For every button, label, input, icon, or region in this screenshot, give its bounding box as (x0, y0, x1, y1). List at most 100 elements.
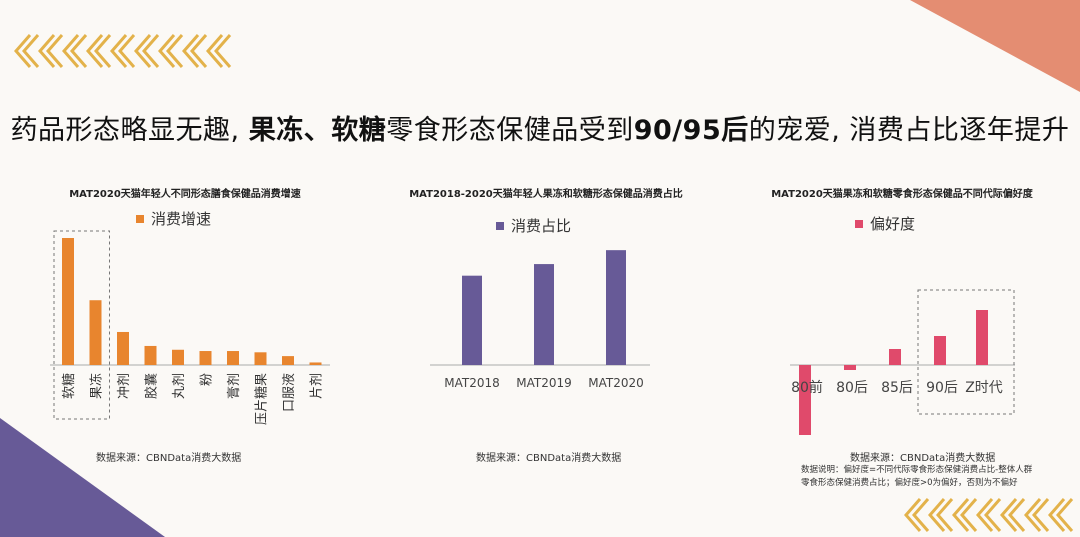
chevron-icon (46, 34, 64, 68)
chart1-bar (282, 356, 294, 365)
chevron-icon (158, 34, 176, 68)
chart3-tick-label: Z时代 (965, 380, 1003, 396)
chart2-tick-label: MAT2020 (588, 376, 644, 390)
chart3-legend: 偏好度 (855, 213, 915, 234)
chart2-bar (606, 250, 626, 365)
chevron-icon (182, 34, 200, 68)
chevron-icon (214, 34, 232, 68)
chevron-pattern-bottom (904, 498, 1074, 532)
chart1-tick-label: 果冻 (89, 373, 105, 399)
chevron-icon (110, 34, 128, 68)
chart3-bar (976, 310, 988, 365)
title-part-1: 药品形态略显无趣, (10, 115, 249, 146)
chevron-icon (166, 34, 184, 68)
chart1-tick-label: 膏剂 (226, 373, 242, 399)
chart2-legend-swatch (496, 221, 504, 230)
chart1-tick-label: 口服液 (282, 373, 297, 412)
chart3-note-line1: 数据说明：偏好度=不同代际零食形态保健消费占比-整体人群 (801, 465, 1033, 475)
chevron-icon (904, 498, 922, 532)
chevron-icon (70, 34, 88, 68)
chart1-bar (172, 349, 184, 365)
chevron-icon (14, 34, 32, 68)
chart3-tick-label: 80前 (791, 379, 823, 396)
chart1-legend: 消费增速 (136, 208, 211, 229)
chart1-tick-label: 片剂 (310, 373, 325, 399)
chart3-bar (799, 365, 811, 435)
chart1-bar (227, 351, 239, 365)
chart1-legend-swatch (136, 214, 144, 223)
chevron-icon (1048, 498, 1066, 532)
chart1-bar (144, 345, 157, 365)
chart1-tick-label: 软糖 (61, 373, 77, 399)
chevron-icon (1056, 498, 1074, 532)
chevron-icon (142, 34, 160, 68)
chart2-title: MAT2018-2020天猫年轻人果冻和软糖形态保健品消费占比 (409, 189, 683, 200)
chart1-plot: 软糖 果冻 冲剂 胶囊 丸剂粉膏剂 压片糖果 口服液 片剂 (50, 230, 330, 425)
title-part-3: 的宠爱, 消费占比逐年提升 (748, 115, 1070, 146)
chart1-highlight-box (53, 230, 110, 420)
chevron-icon (38, 34, 56, 68)
chart1-source: 数据来源：CBNData消费大数据 (96, 453, 242, 464)
chart2-legend: 消费占比 (496, 215, 571, 236)
chart2-source: 数据来源：CBNData消费大数据 (476, 453, 622, 464)
chart3-legend-swatch (855, 219, 863, 228)
title-bold-2: 90/95后 (633, 115, 749, 146)
chevron-pattern-top (14, 34, 232, 68)
chart1-bar (89, 300, 102, 365)
title-part-2: 零食形态保健品受到 (386, 115, 634, 146)
chart1-bar (309, 362, 322, 365)
chart3-tick-label: 80后 (836, 380, 868, 396)
chevron-icon (86, 34, 104, 68)
chart1-legend-label: 消费增速 (151, 210, 212, 228)
chart3-bar (889, 349, 901, 365)
chevron-icon (960, 498, 978, 532)
chart3-tick-label: 90后 (926, 380, 958, 396)
chart1-bar (254, 352, 267, 365)
chart1-bar (117, 331, 129, 365)
chevron-icon (1000, 498, 1018, 532)
chart3-highlight-box (917, 289, 1015, 415)
chevron-icon (976, 498, 994, 532)
chevron-icon (94, 34, 112, 68)
chevron-icon (134, 34, 152, 68)
chart3-tick-label: 85后 (881, 380, 913, 396)
chevron-icon (1032, 498, 1050, 532)
chevron-icon (190, 34, 208, 68)
chart1-tick-label: 粉 (200, 373, 215, 386)
chevron-icon (1024, 498, 1042, 532)
chart1-tick-label: 丸剂 (172, 373, 187, 399)
page-title: 药品形态略显无趣, 果冻、软糖零食形态保健品受到90/95后的宠爱, 消费占比逐… (0, 108, 1080, 147)
chart2-tick-label: MAT2018 (444, 376, 500, 390)
chart1-title: MAT2020天猫年轻人不同形态膳食保健品消费增速 (69, 189, 301, 200)
chevron-icon (928, 498, 946, 532)
chart2-plot: MAT2018 MAT2019 MAT2020 (430, 250, 650, 390)
chart1-tick-label: 胶囊 (144, 373, 160, 399)
chevron-icon (952, 498, 970, 532)
chart1-tick-label: 冲剂 (117, 373, 132, 399)
chevron-icon (1008, 498, 1026, 532)
chart2-tick-label: MAT2019 (516, 376, 572, 390)
title-bold-1: 果冻、软糖 (248, 115, 387, 146)
chart3-legend-label: 偏好度 (870, 215, 916, 233)
chart3-bar (844, 365, 856, 370)
chart1-bar (199, 351, 212, 365)
chevron-icon (984, 498, 1002, 532)
chevron-icon (118, 34, 136, 68)
chart2-bar (462, 275, 482, 365)
chevron-icon (62, 34, 80, 68)
chevron-icon (206, 34, 224, 68)
chart3-note-line2: 零食形态保健消费占比；偏好度>0为偏好，否则为不偏好 (801, 478, 1018, 488)
chart2-bar (534, 264, 554, 365)
chart3-source: 数据来源：CBNData消费大数据 (850, 453, 996, 464)
chart2-legend-label: 消费占比 (511, 217, 572, 235)
chart3-plot: 80前 80后 85后 90后 Z时代 (790, 289, 1015, 435)
chart1-bar (62, 238, 74, 365)
chart3-title: MAT2020天猫果冻和软糖零食形态保健品不同代际偏好度 (771, 189, 1033, 200)
chart3-note: 数据说明：偏好度=不同代际零食形态保健消费占比-整体人群 零食形态保健消费占比；… (801, 464, 1032, 490)
chart1-tick-label: 压片糖果 (254, 373, 270, 425)
chart3-bar (934, 336, 946, 365)
chevron-icon (912, 498, 930, 532)
chevron-icon (22, 34, 40, 68)
chevron-icon (936, 498, 954, 532)
